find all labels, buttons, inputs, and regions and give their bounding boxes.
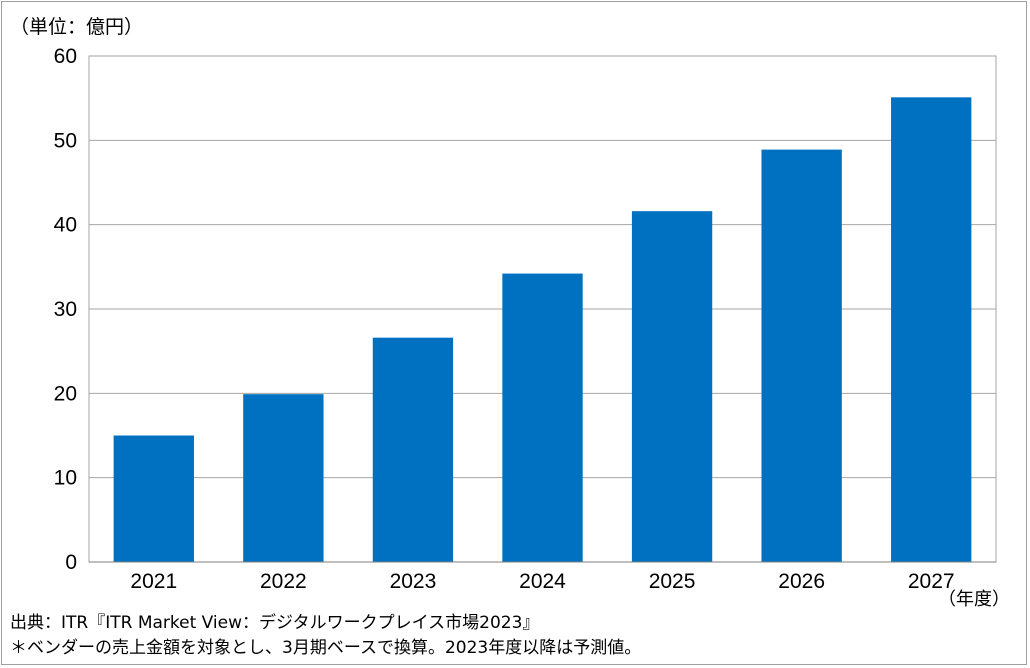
x-tick-label: 2021 — [130, 570, 177, 593]
x-tick-label: 2027 — [908, 570, 955, 593]
footnote: ＊ベンダーの売上金額を対象とし、3月期ベースで換算。2023年度以降は予測値。 — [10, 638, 642, 658]
bar — [113, 435, 194, 562]
y-unit-label: （単位：億円） — [10, 16, 144, 38]
y-tick-label: 40 — [54, 214, 77, 237]
y-tick-label: 20 — [54, 382, 77, 405]
y-tick-label: 0 — [65, 551, 77, 574]
x-tick-label: 2026 — [778, 570, 825, 593]
y-tick-label: 10 — [54, 467, 77, 490]
x-tick-label: 2023 — [390, 570, 437, 593]
x-unit-label: （年度） — [938, 589, 1010, 610]
bar — [372, 337, 454, 562]
source-note: 出典：ITR『ITR Market View：デジタルワークプレイス市場2023… — [10, 613, 540, 633]
bar — [502, 273, 583, 562]
bar — [243, 394, 324, 562]
y-tick-label: 50 — [54, 129, 77, 152]
bar — [631, 211, 713, 562]
x-tick-label: 2025 — [649, 570, 696, 593]
y-tick-label: 30 — [54, 298, 77, 321]
bar — [891, 97, 972, 562]
x-tick-label: 2022 — [260, 570, 307, 593]
x-tick-label: 2024 — [519, 570, 566, 593]
y-tick-label: 60 — [54, 45, 77, 68]
bar — [761, 149, 842, 563]
